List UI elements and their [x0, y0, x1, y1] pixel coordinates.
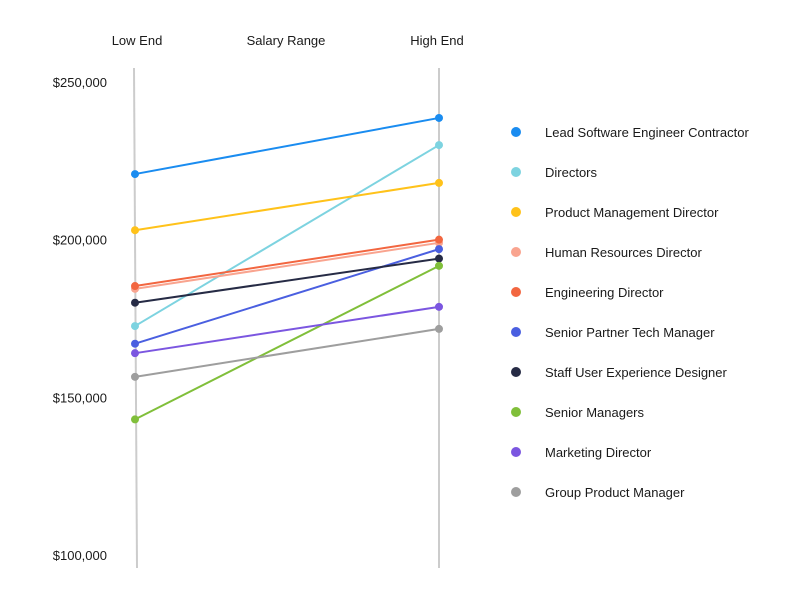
legend-marker	[511, 247, 521, 257]
legend-label: Product Management Director	[545, 205, 719, 220]
y-tick-label: $100,000	[53, 548, 107, 563]
legend-marker	[511, 487, 521, 497]
data-point-high[interactable]	[435, 324, 443, 333]
legend-label: Human Resources Director	[545, 245, 702, 260]
legend-item[interactable]: Engineering Director	[511, 285, 664, 300]
legend-marker	[511, 327, 521, 337]
legend-marker	[511, 167, 521, 177]
legend-label: Directors	[545, 165, 598, 180]
series-line[interactable]	[134, 144, 440, 327]
legend-item[interactable]: Human Resources Director	[511, 245, 702, 260]
data-point-low[interactable]	[131, 226, 139, 235]
legend-marker	[511, 447, 521, 457]
legend-label: Engineering Director	[545, 285, 664, 300]
legend-marker	[511, 127, 521, 137]
legend-item[interactable]: Senior Partner Tech Manager	[511, 325, 715, 340]
data-point-low[interactable]	[131, 282, 139, 291]
data-point-low[interactable]	[131, 322, 139, 331]
legend-label: Lead Software Engineer Contractor	[545, 125, 749, 140]
y-tick-label: $250,000	[53, 75, 107, 90]
legend-item[interactable]: Senior Managers	[511, 405, 644, 420]
data-point-high[interactable]	[435, 302, 443, 311]
data-point-high[interactable]	[435, 113, 443, 122]
legend-label: Marketing Director	[545, 445, 652, 460]
data-point-low[interactable]	[131, 372, 139, 381]
series-line[interactable]	[134, 241, 440, 290]
legend-marker	[511, 407, 521, 417]
series-line[interactable]	[134, 327, 440, 378]
data-point-low[interactable]	[131, 298, 139, 307]
data-point-high[interactable]	[435, 261, 443, 270]
chart-title: Salary Range	[247, 33, 326, 48]
series-line[interactable]	[134, 116, 440, 176]
series-line[interactable]	[134, 248, 440, 345]
y-tick-label: $150,000	[53, 390, 107, 405]
series-line[interactable]	[134, 264, 440, 421]
legend-label: Senior Partner Tech Manager	[545, 325, 715, 340]
data-point-high[interactable]	[435, 178, 443, 187]
y-tick-label: $200,000	[53, 233, 107, 248]
series-line[interactable]	[134, 181, 440, 232]
legend-marker	[511, 207, 521, 217]
axis-low	[133, 67, 138, 569]
legend-marker	[511, 367, 521, 377]
column-title-low: Low End	[112, 33, 163, 48]
legend-marker	[511, 287, 521, 297]
series-line[interactable]	[134, 257, 440, 304]
data-point-high[interactable]	[435, 254, 443, 263]
legend-item[interactable]: Lead Software Engineer Contractor	[511, 125, 749, 140]
data-point-low[interactable]	[131, 349, 139, 358]
data-point-low[interactable]	[131, 415, 139, 424]
data-point-high[interactable]	[435, 245, 443, 254]
data-point-low[interactable]	[131, 339, 139, 348]
legend-item[interactable]: Group Product Manager	[511, 485, 685, 500]
series-line[interactable]	[134, 305, 440, 355]
legend-item[interactable]: Directors	[511, 165, 598, 180]
legend-label: Group Product Manager	[545, 485, 685, 500]
legend-item[interactable]: Staff User Experience Designer	[511, 365, 728, 380]
column-title-high: High End	[410, 33, 463, 48]
data-point-high[interactable]	[435, 235, 443, 244]
legend-item[interactable]: Marketing Director	[511, 445, 652, 460]
data-point-high[interactable]	[435, 141, 443, 150]
legend-item[interactable]: Product Management Director	[511, 205, 719, 220]
legend-label: Staff User Experience Designer	[545, 365, 728, 380]
legend-label: Senior Managers	[545, 405, 644, 420]
data-point-low[interactable]	[131, 170, 139, 179]
series-line[interactable]	[134, 238, 440, 288]
